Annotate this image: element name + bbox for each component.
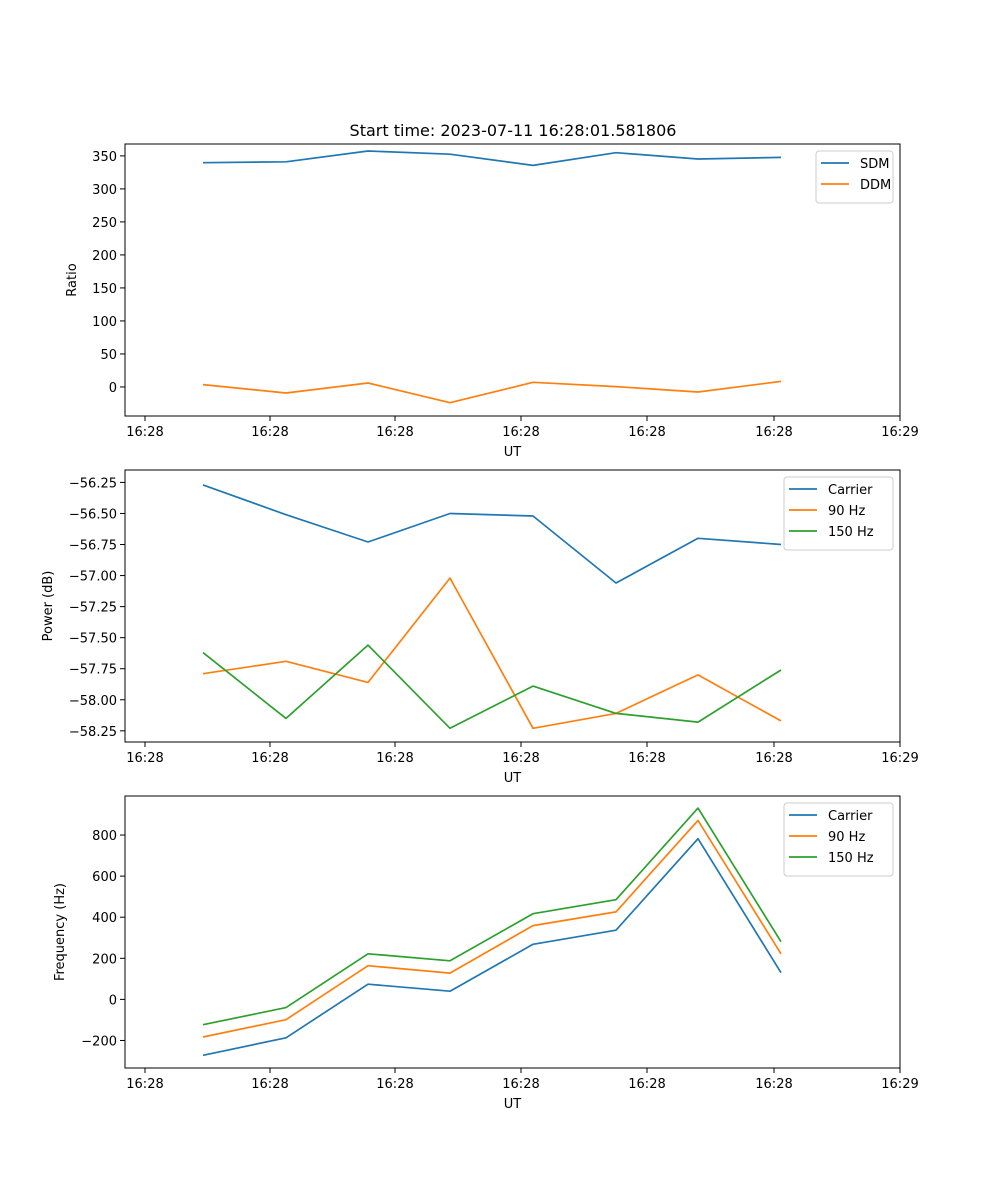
y-tick-label: 600 <box>92 870 117 885</box>
y-tick-label: 200 <box>92 952 117 967</box>
y-tick-label: −57.75 <box>69 663 117 678</box>
y-tick-label: 50 <box>100 348 117 363</box>
chart-panel-2: 16:28 16:28 16:28 16:28 16:28 16:28 16:29 −56.2… <box>41 469 919 786</box>
y-tick-label: −56.50 <box>69 507 117 522</box>
x-tick-label: 16:28 <box>126 425 163 440</box>
x-tick-label: 16:29 <box>881 425 918 440</box>
x-tick-label: 16:28 <box>628 1077 665 1092</box>
x-tick-label: 16:28 <box>126 1077 163 1092</box>
x-tick-label: 16:28 <box>251 425 288 440</box>
y-tick-label: 350 <box>92 150 117 165</box>
x-tick-label: 16:28 <box>502 1077 539 1092</box>
series-line-90-hz <box>202 577 782 730</box>
chart-panel-3: 16:28 16:28 16:28 16:28 16:28 16:28 16:29 −200 0… <box>53 795 919 1112</box>
figure-title: Start time: 2023-07-11 16:28:01.581806 <box>350 121 677 140</box>
series-line-carrier <box>202 837 782 1057</box>
y-tick-label: −58.00 <box>69 694 117 709</box>
x-tick-label: 16:28 <box>502 425 539 440</box>
series-line-carrier <box>202 484 782 584</box>
y-tick-label: 100 <box>92 315 117 330</box>
y-tick-label: −56.75 <box>69 539 117 554</box>
legend-box <box>815 150 894 204</box>
x-axis-label: UT <box>504 445 522 460</box>
x-tick-label: 16:28 <box>755 751 792 766</box>
legend-label-90-hz: 90 Hz <box>828 504 865 519</box>
x-tick-label: 16:28 <box>502 751 539 766</box>
axes-frame <box>124 795 901 1069</box>
y-tick-label: −56.25 <box>69 476 117 491</box>
legend-label-150-hz: 150 Hz <box>828 525 874 540</box>
x-tick-label: 16:29 <box>881 751 918 766</box>
legend: Carrier 90 Hz 150 Hz <box>783 802 894 877</box>
x-tick-label: 16:28 <box>251 751 288 766</box>
x-tick-label: 16:29 <box>881 1077 918 1092</box>
x-tick-label: 16:28 <box>251 1077 288 1092</box>
series-line-150-hz <box>202 807 782 1026</box>
y-axis-label: Power (dB) <box>41 571 56 642</box>
y-tick-label: 400 <box>92 911 117 926</box>
axes-frame <box>124 143 901 417</box>
y-tick-label: −58.25 <box>69 725 117 740</box>
series-line-sdm <box>202 150 782 167</box>
x-tick-label: 16:28 <box>628 425 665 440</box>
x-axis-label: UT <box>504 771 522 786</box>
y-tick-label: 250 <box>92 216 117 231</box>
x-tick-label: 16:28 <box>126 751 163 766</box>
y-tick-label: 0 <box>109 993 117 1008</box>
x-tick-label: 16:28 <box>755 425 792 440</box>
y-tick-label: 800 <box>92 829 117 844</box>
y-tick-label: 0 <box>109 381 117 396</box>
series-line-ddm <box>202 380 782 404</box>
legend-label-carrier: Carrier <box>828 483 873 498</box>
y-tick-label: −57.00 <box>69 570 117 585</box>
x-tick-label: 16:28 <box>628 751 665 766</box>
legend: SDM DDM <box>815 150 894 204</box>
chart-panels: 16:28 16:28 16:28 16:28 16:28 16:28 16:29 0 50 10… <box>41 143 919 1112</box>
y-tick-label: 150 <box>92 282 117 297</box>
y-tick-label: −200 <box>81 1034 117 1049</box>
legend-label-carrier: Carrier <box>828 809 873 824</box>
x-axis-label: UT <box>504 1097 522 1112</box>
y-tick-label: −57.25 <box>69 601 117 616</box>
y-axis-label: Ratio <box>65 263 80 296</box>
x-tick-label: 16:28 <box>376 751 413 766</box>
axes-frame <box>124 469 901 743</box>
x-tick-label: 16:28 <box>376 425 413 440</box>
legend-label-ddm: DDM <box>860 178 891 193</box>
series-line-90-hz <box>202 819 782 1038</box>
y-axis-label: Frequency (Hz) <box>53 883 68 981</box>
y-tick-label: 300 <box>92 183 117 198</box>
legend-label-150-hz: 150 Hz <box>828 851 874 866</box>
y-tick-label: 200 <box>92 249 117 264</box>
series-line-150-hz <box>202 644 782 730</box>
x-tick-label: 16:28 <box>376 1077 413 1092</box>
legend-label-90-hz: 90 Hz <box>828 830 865 845</box>
legend: Carrier 90 Hz 150 Hz <box>783 476 894 551</box>
x-tick-label: 16:28 <box>755 1077 792 1092</box>
y-tick-label: −57.50 <box>69 632 117 647</box>
legend-label-sdm: SDM <box>860 157 889 172</box>
chart-panel-1: 16:28 16:28 16:28 16:28 16:28 16:28 16:29 0 50 10… <box>65 143 919 460</box>
